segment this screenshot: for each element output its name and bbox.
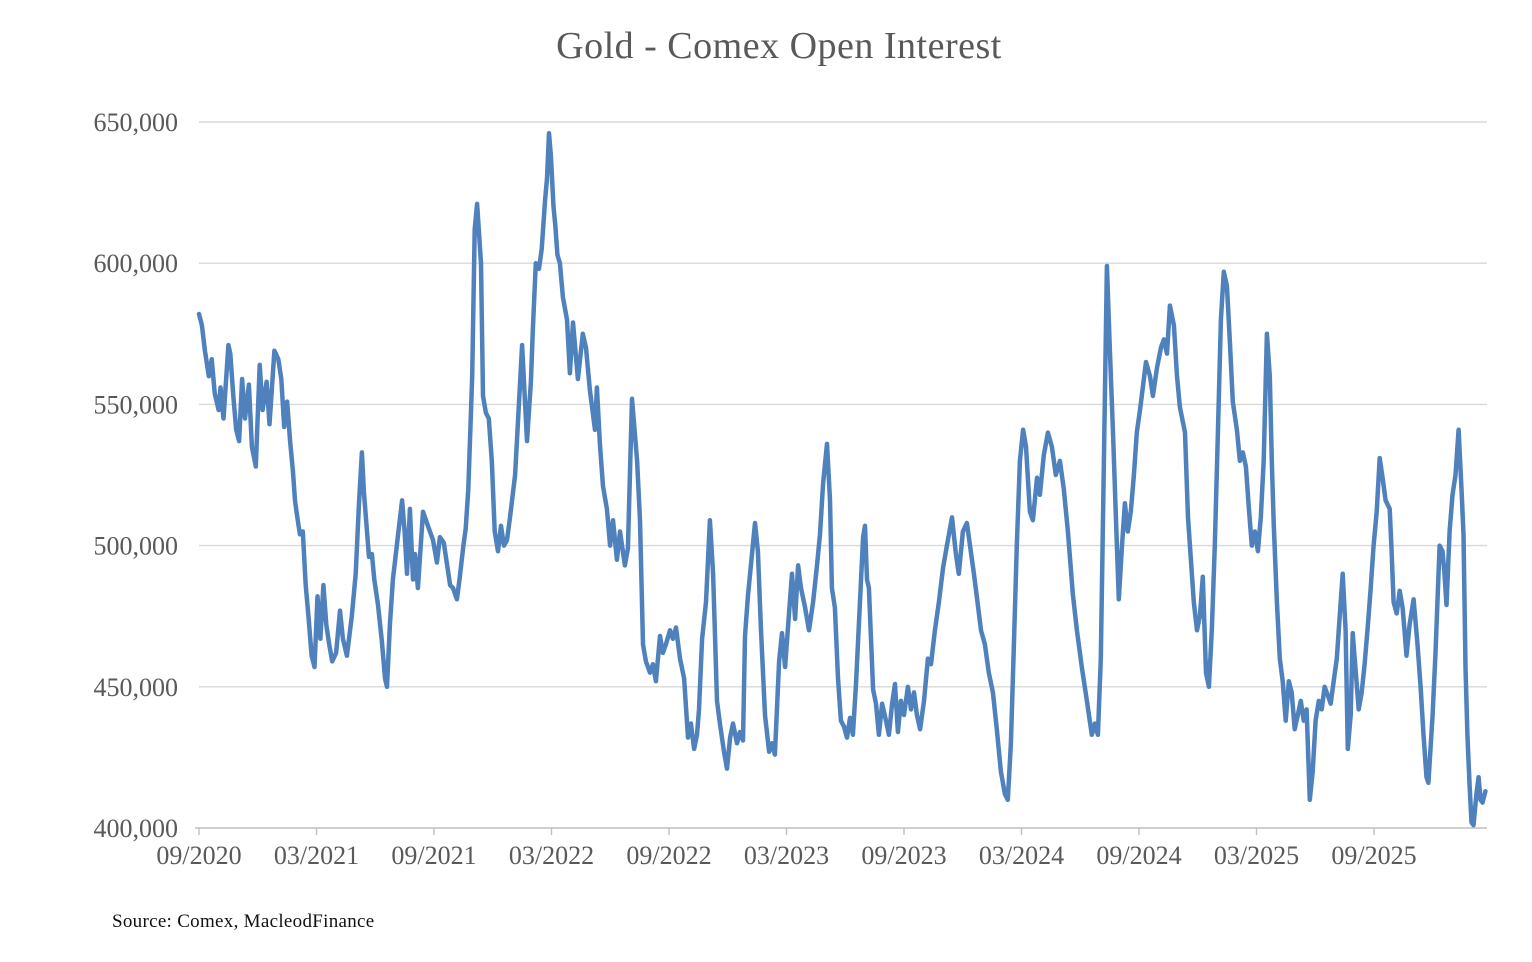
source-note: Source: Comex, MacleodFinance <box>112 911 375 932</box>
x-axis-tick-label: 09/2020 <box>156 841 241 870</box>
x-axis-tick-label: 09/2023 <box>861 841 946 870</box>
x-axis-tick-label: 03/2025 <box>1214 841 1299 870</box>
y-axis-tick-label: 500,000 <box>94 532 179 561</box>
x-axis-tick-label: 09/2022 <box>626 841 711 870</box>
y-axis-tick-label: 650,000 <box>94 108 179 137</box>
open-interest-series-line <box>196 131 1488 828</box>
x-axis-tick-label: 03/2022 <box>509 841 594 870</box>
x-axis-tick-label: 09/2024 <box>1096 841 1181 870</box>
x-axis-tick-label: 09/2025 <box>1331 841 1416 870</box>
x-axis-tick-label: 09/2021 <box>391 841 476 870</box>
chart-title: Gold - Comex Open Interest <box>556 25 1002 67</box>
x-axis-tick-label: 03/2023 <box>744 841 829 870</box>
x-axis-tick-label: 03/2021 <box>274 841 359 870</box>
y-axis-tick-label: 550,000 <box>94 390 179 419</box>
x-axis-tick-label: 03/2024 <box>979 841 1064 870</box>
y-axis-tick-label: 600,000 <box>94 249 179 278</box>
y-axis-tick-label: 400,000 <box>94 814 179 843</box>
y-axis-tick-label: 450,000 <box>94 673 179 702</box>
